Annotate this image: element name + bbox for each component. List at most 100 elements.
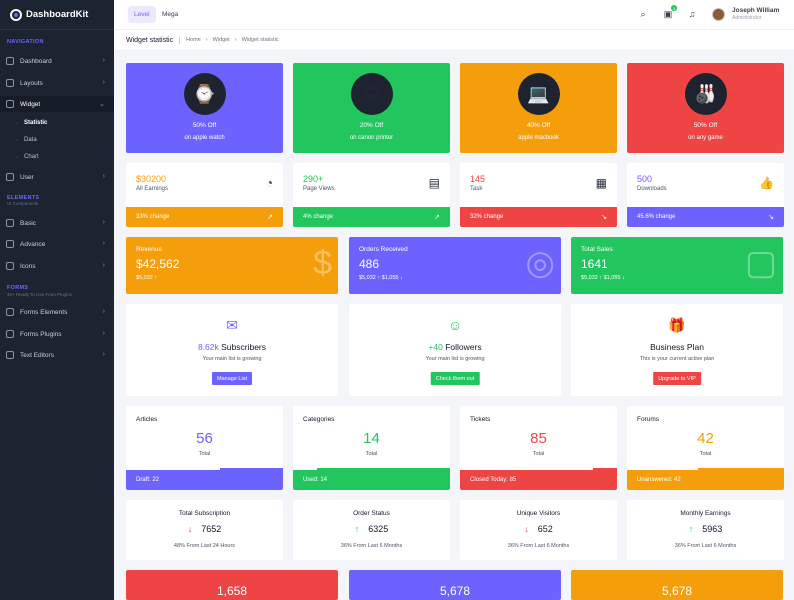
user-role: Administrator <box>732 15 762 21</box>
manage-list-button[interactable]: Manage List <box>212 372 252 385</box>
advance-icon <box>6 240 14 248</box>
user-circle-icon: ◎ <box>525 244 555 282</box>
sidebar-subitem-chart[interactable]: Chart <box>14 154 39 160</box>
promo-card[interactable]: 🖨 20% Off on canon printer <box>293 63 450 153</box>
card-title: Categories <box>303 416 335 423</box>
chevron-right-icon: › <box>102 173 105 180</box>
subscribers-card: ✉ 8.62k Subscribers Your main list is gr… <box>126 304 338 396</box>
stat-card: $30200 All Earnings ◔ 33% change ↗ <box>126 163 283 227</box>
card-value: 14 <box>363 430 380 447</box>
revenue-card: Revenue $42,562 $5,032 ↑ $ <box>126 237 338 294</box>
bottom-card: 5,678 <box>571 570 783 600</box>
stat-change: 33% change <box>136 214 170 220</box>
chevron-right-icon: › <box>102 219 105 226</box>
card-value-row: ↑ 5963 <box>627 524 784 534</box>
articles-card: Articles 56 Total Draft: 22 <box>126 406 283 490</box>
widget-icon <box>6 100 14 108</box>
pen-icon <box>6 330 14 338</box>
message-icon[interactable]: ▣ 3 <box>663 5 677 19</box>
sidebar-subitem-statistic[interactable]: Statistic <box>14 120 47 126</box>
promo-discount: 50% Off <box>192 122 217 129</box>
stat-change: 45.6% change <box>637 214 676 220</box>
level-button[interactable]: Level <box>128 6 156 23</box>
subscribers-count: 8.62k <box>197 342 219 352</box>
sidebar-item-widget[interactable]: Widget ⌄ <box>0 96 114 112</box>
search-icon[interactable]: ⌕ <box>640 8 646 19</box>
chevron-right-icon: › <box>102 330 105 337</box>
card-value: 486 <box>359 257 380 271</box>
sidebar-item-label: Basic <box>20 219 36 227</box>
followers-label: Followers <box>442 342 482 352</box>
watch-icon: ⌚ <box>183 73 226 115</box>
card-value: 56 <box>196 430 213 447</box>
mega-button[interactable]: Mega <box>162 11 179 18</box>
forms-section-sub: 40+ Ready To Use From Plugins <box>7 292 72 297</box>
sidebar-item-layouts[interactable]: Layouts › <box>0 75 114 91</box>
breadcrumb-separator: › <box>205 37 208 43</box>
sidebar-item-label: Widget <box>20 100 41 108</box>
card-value: 7652 <box>201 524 222 534</box>
message-badge: 3 <box>671 5 677 11</box>
sidebar-item-forms-elements[interactable]: Forms Elements › <box>0 304 114 320</box>
order-status-card: Order Status ↑ 6325 36% From Last 6 Month… <box>293 500 450 560</box>
header: Level Mega ⌕ ▣ 3 ♫ Joseph William Adminis… <box>114 0 794 30</box>
sidebar-item-dashboard[interactable]: Dashboard › <box>0 53 114 69</box>
stat-value: 500 <box>637 174 653 184</box>
stat-value: $30200 <box>136 174 167 184</box>
card-value-row: ↑ 6325 <box>293 524 450 534</box>
progress-notch <box>593 468 617 470</box>
promo-card[interactable]: 💻 40% Off apple macbook <box>460 63 617 153</box>
editor-icon <box>6 351 14 359</box>
sidebar-item-basic[interactable]: Basic › <box>0 215 114 231</box>
bowling-icon: 🎳 <box>684 73 727 115</box>
stat-change-bar: 45.6% change ↘ <box>627 207 784 227</box>
calendar-icon: ▦ <box>595 176 607 190</box>
upgrade-vip-button[interactable]: Upgrade to VIP <box>653 372 701 385</box>
trend-up-icon: ↗ <box>267 214 273 221</box>
sidebar-item-label: Advance <box>20 240 46 248</box>
card-footer: Closed Today: 85 <box>460 470 617 490</box>
subscribers-text: 8.62k Subscribers <box>126 342 338 352</box>
page-header: Widget statistic Home › Widget › Widget st… <box>114 30 794 51</box>
card-footer: Draft: 22 <box>126 470 283 490</box>
sidebar-item-user[interactable]: User › <box>0 169 114 185</box>
sales-card: Total Sales 1641 $5,032 ↑ $1,055 ↓ ▢ <box>571 237 783 294</box>
card-sub: This is your current active plan <box>639 356 715 362</box>
bell-icon[interactable]: ♫ <box>688 9 696 19</box>
business-plan-card: 🎁 Business Plan This is your current act… <box>571 304 783 396</box>
subscribers-label: Subscribers <box>218 342 267 352</box>
brand[interactable]: DashboardKit <box>0 0 114 30</box>
arrow-down-icon: ↓ <box>524 524 529 534</box>
card-sub: Total <box>365 451 378 457</box>
breadcrumb-home[interactable]: Home <box>186 37 201 43</box>
sidebar-item-text-editors[interactable]: Text Editors › <box>0 347 114 363</box>
sidebar-item-forms-plugins[interactable]: Forms Plugins › <box>0 326 114 342</box>
promo-label: on any game <box>688 135 723 141</box>
progress-notch <box>697 468 784 470</box>
promo-card[interactable]: 🎳 50% Off on any game <box>627 63 784 153</box>
check-them-out-button[interactable]: Check them out <box>430 372 480 385</box>
user-name[interactable]: Joseph William <box>732 7 780 14</box>
sidebar-subitem-data[interactable]: Data <box>14 137 37 143</box>
stat-change-bar: 32% change ↘ <box>460 207 617 227</box>
mail-icon: ✉ <box>226 317 238 333</box>
promo-card[interactable]: ⌚ 50% Off on apple watch <box>126 63 283 153</box>
card-title: Forums <box>637 416 660 423</box>
forms-section-label: FORMS <box>7 285 29 291</box>
stat-value: 145 <box>470 174 486 184</box>
sidebar-item-icons[interactable]: Icons › <box>0 258 114 274</box>
user-icon <box>6 173 14 181</box>
sidebar-item-advance[interactable]: Advance › <box>0 236 114 252</box>
chevron-down-icon: ⌄ <box>99 101 105 108</box>
card-sub: Total <box>699 451 712 457</box>
dollar-icon: $ <box>313 244 332 282</box>
breadcrumb-widget[interactable]: Widget <box>212 37 230 43</box>
card-value: 5,678 <box>439 584 471 598</box>
trend-up-icon: ↗ <box>434 214 440 221</box>
card-title: Total Subscription <box>178 510 231 517</box>
monthly-earnings-card: Monthly Earnings ↑ 5963 36% From Last 6 M… <box>627 500 784 560</box>
avatar[interactable] <box>712 8 725 21</box>
stat-label: All Earnings <box>136 186 169 192</box>
sidebar-item-label: Layouts <box>20 79 43 87</box>
breadcrumb-separator: › <box>234 37 237 43</box>
